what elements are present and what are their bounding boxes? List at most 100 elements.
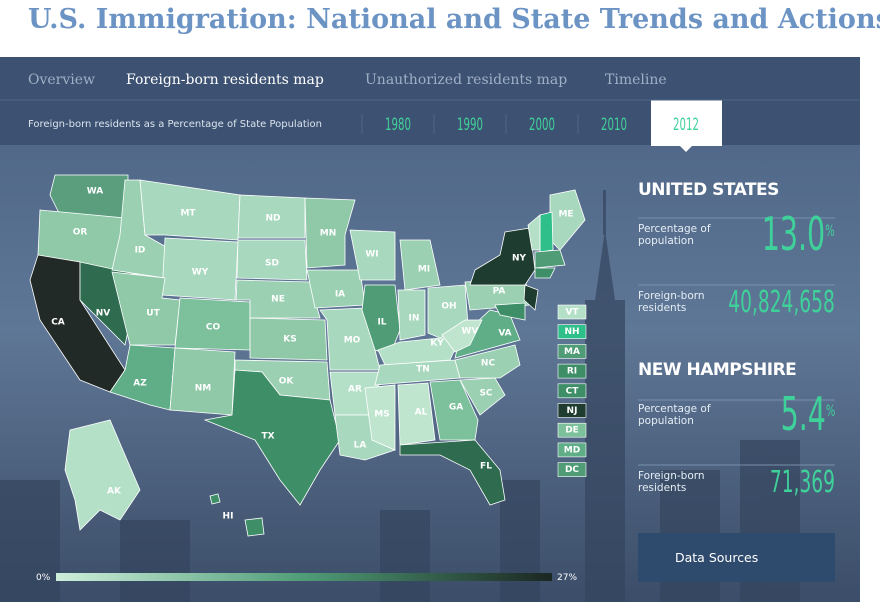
color-scale <box>56 573 552 581</box>
small-state-box[interactable] <box>557 304 587 320</box>
stat-label: Foreign-born residents <box>638 470 705 494</box>
state-label: WI <box>365 250 378 260</box>
state-label: PA <box>493 287 506 297</box>
year-tab[interactable]: 1980 <box>385 115 411 134</box>
small-state-box[interactable] <box>557 383 587 399</box>
year-tab[interactable]: 2000 <box>529 115 555 134</box>
map-subtitle: Foreign-born residents as a Percentage o… <box>28 119 322 130</box>
stat-number: 71,369 <box>769 465 835 500</box>
state-shape <box>161 237 239 301</box>
nav-tab[interactable]: Timeline <box>605 72 667 88</box>
small-state-label: VT <box>565 308 579 318</box>
year-tab[interactable]: 2010 <box>601 115 627 134</box>
state-shape <box>236 239 308 281</box>
state-shape <box>349 229 396 281</box>
state-shape <box>304 197 356 269</box>
state-shape <box>139 179 241 241</box>
small-state-label: NH <box>564 327 579 337</box>
small-state-box[interactable] <box>557 344 587 359</box>
state-label: MI <box>418 265 430 275</box>
state-label: WA <box>87 187 104 197</box>
state-label: KY <box>430 339 444 349</box>
state-label: WV <box>462 327 479 337</box>
state-label: CA <box>51 318 65 328</box>
state-label: NY <box>512 254 527 264</box>
state-shape <box>209 493 221 505</box>
state-shape <box>64 419 141 531</box>
button-label: Data Sources <box>675 550 759 565</box>
small-state-label: CT <box>566 386 580 396</box>
state-shape <box>399 439 506 506</box>
state-shape <box>534 267 556 279</box>
state-label: MO <box>344 336 361 346</box>
state-label: FL <box>480 462 492 472</box>
small-state-label: MD <box>564 445 580 455</box>
state-shape <box>454 309 521 359</box>
state-label: ND <box>265 214 280 224</box>
state-label: OH <box>441 302 456 312</box>
stat-value: 5.4% <box>780 387 835 441</box>
year-tab[interactable]: 2012 <box>673 115 699 134</box>
small-state-box[interactable] <box>557 324 587 340</box>
stat-label: Foreign-born residents <box>638 290 705 314</box>
stat-heading: NEW HAMPSHIRE <box>638 360 797 380</box>
state-shape <box>539 211 554 253</box>
state-label: TX <box>261 432 274 442</box>
nav-bg <box>0 57 860 145</box>
small-state-label: NJ <box>567 406 578 416</box>
state-shape <box>169 347 236 416</box>
nav-tab[interactable]: Overview <box>28 72 95 88</box>
state-label: UT <box>146 309 160 319</box>
nav-tab[interactable]: Foreign-born residents map <box>126 72 324 88</box>
state-shape <box>523 284 539 311</box>
state-label: NV <box>96 309 111 319</box>
state-label: VA <box>498 329 511 339</box>
active-year-bg <box>651 100 722 146</box>
scale-max: 27% <box>557 573 577 583</box>
small-state-box[interactable] <box>557 403 587 418</box>
small-state-box[interactable] <box>557 422 587 438</box>
state-label: MT <box>180 209 196 219</box>
stat-rules <box>638 217 835 466</box>
small-state-label: MA <box>564 347 580 357</box>
stat-unit: % <box>825 401 835 420</box>
stat-number: 13.0 <box>762 207 826 261</box>
active-notch <box>680 146 692 152</box>
small-state-box[interactable] <box>557 442 587 458</box>
year-tab[interactable]: 1990 <box>457 115 483 134</box>
nav-tab[interactable]: Unauthorized residents map <box>365 72 567 88</box>
stat-value: 71,369 <box>770 465 835 500</box>
small-state-box[interactable] <box>557 363 587 379</box>
state-shape <box>237 194 306 239</box>
state-label: OK <box>279 377 295 387</box>
state-label: SD <box>265 259 279 269</box>
state-label: AK <box>107 487 122 497</box>
small-state-box[interactable] <box>557 462 587 477</box>
page-title: U.S. Immigration: National and State Tre… <box>28 4 880 35</box>
state-label: TN <box>416 365 430 375</box>
state-shape <box>454 344 521 379</box>
state-label: NC <box>481 359 496 369</box>
state-label: AL <box>415 408 428 418</box>
small-state-label: DE <box>565 426 579 436</box>
state-label: NE <box>271 295 285 305</box>
state-label: MS <box>374 410 389 420</box>
state-shape <box>397 382 436 446</box>
state-shape <box>397 289 426 341</box>
stat-number: 40,824,658 <box>728 285 835 320</box>
small-state-label: DC <box>565 465 579 475</box>
state-shape <box>249 317 328 361</box>
state-label: IA <box>335 290 345 300</box>
stat-label: Percentage of population <box>638 403 711 427</box>
state-shape <box>429 379 479 441</box>
state-label: HI <box>223 512 234 522</box>
state-label: ME <box>558 210 573 220</box>
state-shape <box>527 214 541 251</box>
stat-label: Percentage of population <box>638 223 711 247</box>
state-label: LA <box>354 441 367 451</box>
separators <box>0 99 860 134</box>
state-label: CO <box>206 323 221 333</box>
state-label: NM <box>195 384 212 394</box>
data-sources-button[interactable]: Data Sources <box>638 533 835 582</box>
